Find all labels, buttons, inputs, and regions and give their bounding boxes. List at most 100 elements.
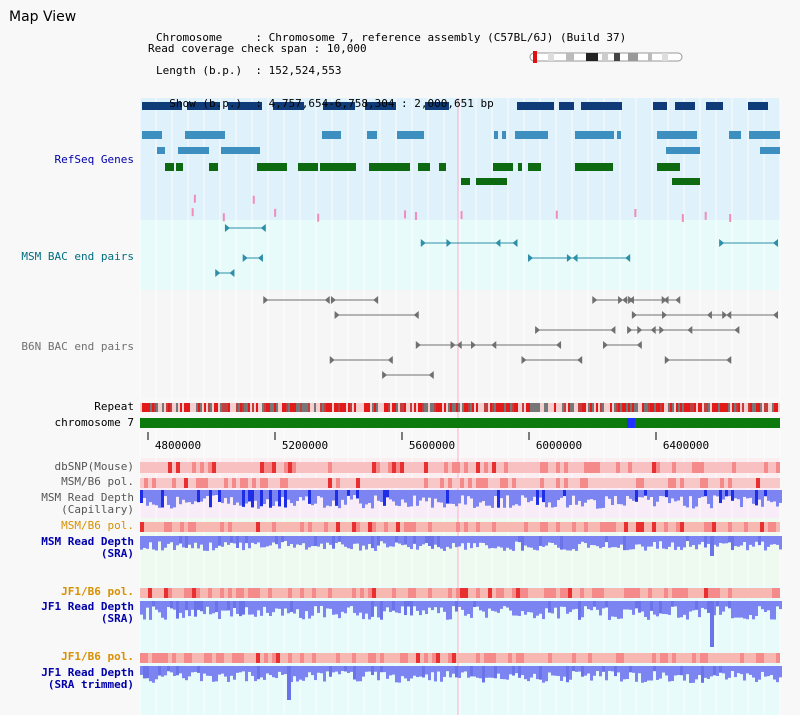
- bac-end-arrow: [734, 326, 740, 334]
- track-label-refseq[interactable]: RefSeq Genes: [54, 153, 134, 166]
- repeat-segment: [554, 403, 556, 412]
- coverage-value: 10,000: [326, 42, 367, 55]
- depth-bar: [581, 490, 584, 507]
- depth-bar: [320, 536, 323, 544]
- heat-cell: [296, 522, 300, 532]
- heat-cell: [500, 522, 504, 532]
- depth-bar: [446, 601, 449, 620]
- depth-bar: [233, 601, 236, 609]
- heat-cell: [268, 478, 272, 488]
- repeat-segment: [406, 403, 408, 412]
- depth-bar: [566, 666, 569, 683]
- depth-bar: [209, 536, 212, 543]
- heat-cell: [180, 478, 184, 488]
- track-label-msm-bac[interactable]: MSM BAC end pairs: [21, 250, 134, 263]
- depth-bar: [683, 601, 686, 615]
- repeat-segment: [380, 403, 382, 412]
- heat-cell: [712, 653, 716, 663]
- depth-bar: [716, 601, 719, 607]
- depth-bar: [518, 536, 521, 543]
- heat-cell: [140, 653, 144, 663]
- heat-cell: [644, 653, 648, 663]
- heat-cell: [764, 478, 768, 488]
- depth-bar: [767, 490, 770, 501]
- heat-cell: [740, 588, 744, 598]
- depth-bar: [275, 666, 278, 679]
- heat-cell: [380, 522, 384, 532]
- repeat-segment: [314, 403, 316, 412]
- depth-bar: [548, 601, 551, 613]
- heat-cell: [216, 462, 220, 473]
- track-label-b6n-bac[interactable]: B6N BAC end pairs: [21, 340, 134, 353]
- depth-bar: [155, 490, 158, 506]
- depth-bar: [266, 666, 269, 674]
- depth-bar: [188, 666, 191, 677]
- repeat-segment: [440, 403, 442, 412]
- depth-bar: [455, 490, 458, 507]
- depth-bar: [752, 490, 755, 504]
- heat-cell: [544, 588, 548, 598]
- heat-cell: [576, 588, 580, 598]
- heat-cell: [704, 462, 708, 473]
- depth-bar: [287, 601, 290, 614]
- depth-bar: [293, 490, 296, 506]
- depth-bar: [422, 536, 425, 545]
- repeat-segment: [226, 403, 228, 412]
- heat-cell: [484, 462, 488, 473]
- depth-bar: [197, 601, 200, 610]
- ruler-tick-label: 6000000: [536, 439, 582, 452]
- repeat-segment: [400, 403, 402, 412]
- depth-bar: [629, 601, 632, 610]
- depth-bar: [647, 536, 650, 547]
- depth-bar: [503, 601, 506, 607]
- heat-cell: [660, 653, 664, 663]
- depth-bar: [737, 601, 740, 618]
- depth-bar: [251, 666, 254, 676]
- heat-cell: [248, 522, 252, 532]
- depth-bar: [767, 601, 770, 611]
- ruler-tick-label: 5600000: [409, 439, 455, 452]
- depth-bar: [425, 490, 428, 502]
- bac-end-arrow: [706, 311, 712, 319]
- heat-cell: [288, 462, 292, 473]
- heat-cell: [548, 478, 552, 488]
- heat-cell: [244, 588, 248, 598]
- depth-bar: [374, 490, 377, 496]
- depth-bar: [722, 666, 725, 674]
- gene-feature: [178, 147, 209, 154]
- depth-bar: [191, 490, 194, 505]
- heat-cell: [620, 478, 624, 488]
- depth-bar: [323, 490, 326, 508]
- repeat-segment: [632, 403, 634, 412]
- heat-cell: [456, 462, 460, 473]
- gene-feature: [185, 131, 225, 139]
- heat-cell: [472, 653, 476, 663]
- depth-bar: [284, 601, 287, 609]
- depth-bar: [398, 601, 401, 614]
- gene-feature: [142, 131, 162, 139]
- heat-cell: [264, 588, 268, 598]
- repeat-segment: [186, 403, 188, 412]
- heat-cell: [592, 478, 596, 488]
- heat-cell: [504, 588, 508, 598]
- heat-cell: [744, 478, 748, 488]
- repeat-segment: [512, 403, 514, 412]
- depth-bar: [377, 490, 380, 501]
- heat-cell: [756, 588, 760, 598]
- heat-cell: [740, 653, 744, 663]
- depth-bar: [293, 666, 296, 677]
- depth-bar: [512, 536, 515, 551]
- repeat-segment: [576, 403, 578, 412]
- heat-cell: [256, 588, 260, 598]
- depth-bar: [305, 601, 308, 612]
- depth-bar: [725, 490, 728, 497]
- gene-feature: [439, 163, 446, 171]
- heat-cell: [252, 462, 256, 473]
- coverage-row: Read coverage check span : 10,000: [148, 42, 367, 55]
- depth-bar: [623, 490, 626, 506]
- heat-cell: [380, 478, 384, 488]
- small-feature: [191, 208, 194, 217]
- heat-cell: [344, 588, 348, 598]
- depth-bar: [272, 490, 275, 506]
